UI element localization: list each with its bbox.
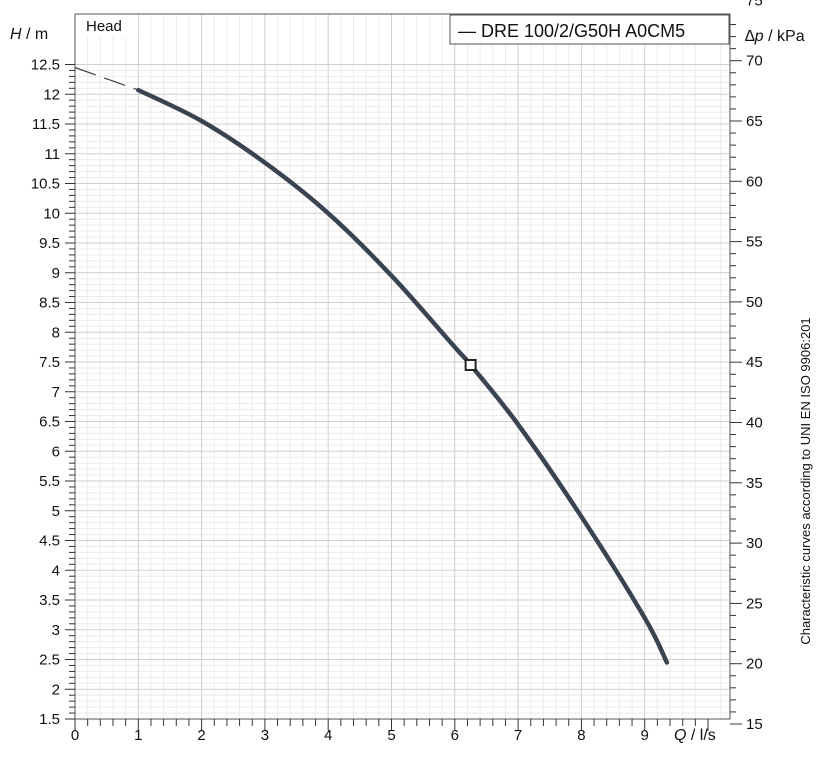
legend-entry: — DRE 100/2/G50H A0CM5 — [458, 21, 685, 41]
y2-tick-label: 50 — [746, 294, 763, 311]
y-tick-label: 3 — [52, 622, 60, 639]
x-tick-label: 8 — [577, 727, 585, 744]
plot-frame — [74, 13, 731, 720]
x-axis-unit: / l/s — [686, 727, 715, 744]
y-tick-label: 9.5 — [39, 235, 60, 252]
y-tick-label: 1.5 — [39, 711, 60, 728]
y-tick-label: 11.5 — [32, 116, 60, 133]
y-tick-label: 9 — [52, 265, 60, 282]
y-axis-title: H / m — [10, 26, 48, 43]
y-tick-label: 2 — [52, 681, 60, 698]
legend-box — [449, 14, 730, 45]
x-tick-label: 7 — [514, 727, 522, 744]
minor-grid — [75, 14, 730, 719]
y-tick-label: 3.5 — [39, 592, 60, 609]
x-axis-var: Q — [674, 727, 686, 744]
head-curve — [136, 87, 670, 665]
x-tick-label: 6 — [451, 727, 459, 744]
axis-ticks — [65, 24, 742, 731]
y2-tick-label: 70 — [746, 53, 763, 70]
standard-note: Characteristic curves according to UNI E… — [798, 317, 813, 644]
y-tick-label: 6 — [52, 443, 60, 460]
x-tick-label: 5 — [387, 727, 395, 744]
y-tick-label: 2.5 — [39, 652, 60, 669]
y2-tick-label: 65 — [746, 113, 763, 130]
y-tick-label: 5 — [52, 503, 60, 520]
y-tick-label: 7.5 — [39, 354, 60, 371]
curve-extrapolated — [74, 66, 139, 91]
y-axis-unit: / m — [22, 26, 49, 43]
panel-label-box — [76, 15, 138, 37]
y2-tick-label: 20 — [746, 656, 763, 673]
y2-tick-label: 45 — [746, 354, 763, 371]
y2-tick-label: 40 — [746, 415, 763, 432]
panel-label: Head — [86, 18, 122, 35]
y-tick-label: 8.5 — [39, 295, 60, 312]
x-tick-label: 3 — [261, 727, 269, 744]
y2-tick-label: 15 — [746, 716, 763, 733]
y-tick-label: 8 — [52, 324, 60, 341]
x-tick-label: 0 — [71, 727, 79, 744]
tick-labels: 0 1 2 3 4 5 6 7 8 91.522.533.544.555.566.577.588.… — [31, 0, 763, 744]
series-layer — [74, 66, 670, 665]
x-tick-label: 9 — [641, 727, 649, 744]
y-tick-label: 4.5 — [39, 533, 60, 550]
y-tick-label: 10.5 — [31, 176, 60, 193]
y2-tick-label: 35 — [746, 475, 763, 492]
duty-point-marker — [464, 358, 477, 371]
y-tick-label: 12 — [43, 86, 60, 103]
y-tick-label: 6.5 — [39, 414, 60, 431]
x-tick-label: 2 — [197, 727, 205, 744]
y2-tick-label: 30 — [746, 535, 763, 552]
x-tick-label: 4 — [324, 727, 332, 744]
y-tick-label: 11 — [44, 146, 60, 163]
y2-tick-label: 25 — [746, 595, 763, 612]
y-tick-label: 10 — [43, 205, 60, 222]
y2-tick-label: 55 — [746, 234, 763, 251]
y-tick-label: 5.5 — [39, 473, 60, 490]
x-tick-label: 1 — [134, 727, 142, 744]
x-axis-title: Q / l/s — [674, 727, 716, 744]
major-grid — [75, 14, 730, 719]
y-axis-var: H — [10, 26, 22, 43]
y2-axis-unit: / kPa — [764, 28, 805, 45]
y-tick-label: 4 — [52, 562, 60, 579]
y2-axis-title: ∆p / kPa — [745, 28, 805, 45]
y-tick-label: 7 — [52, 384, 60, 401]
y2-tick-label: 75 — [746, 0, 763, 9]
y-tick-label: 12.5 — [31, 57, 60, 74]
y2-tick-label: 60 — [746, 173, 763, 190]
y2-axis-var: ∆p — [745, 28, 764, 45]
